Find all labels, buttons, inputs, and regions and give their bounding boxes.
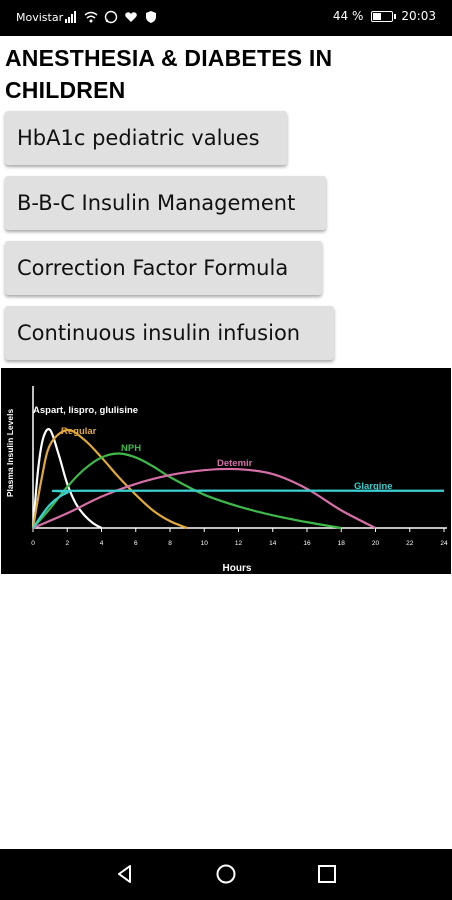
series-label-rapid: Aspart, lispro, glulisine [33, 405, 138, 416]
x-tick-label: 24 [440, 540, 448, 547]
series-line-detemir [32, 467, 377, 530]
chart-series [31, 428, 445, 530]
continuous-insulin-infusion-button[interactable]: Continuous insulin infusion [5, 306, 334, 360]
recents-icon[interactable] [316, 863, 338, 885]
heart-icon [125, 12, 137, 22]
insulin-profile-chart: 0 2 4 6 8 10 12 14 16 18 20 22 24 Plasma Insulin Lev… [1, 368, 451, 574]
x-axis-label: Hours [223, 563, 252, 574]
x-tick-label: 10 [201, 540, 209, 547]
status-bar: Movistar 44 % 20:03 [0, 0, 452, 36]
battery-icon [371, 10, 397, 22]
x-tick-label: 0 [31, 540, 35, 547]
clock: 20:03 [401, 9, 436, 23]
carrier-name: Movistar [16, 11, 64, 24]
x-ticks: 0 2 4 6 8 10 12 14 16 18 20 22 24 [31, 528, 448, 547]
x-tick-label: 14 [269, 540, 277, 547]
y-axis-label: Plasma Insulin Levels [5, 409, 15, 498]
battery-percent: 44 % [332, 9, 364, 23]
bbc-insulin-management-button[interactable]: B-B-C Insulin Management [5, 176, 326, 230]
battery-fill [373, 12, 381, 20]
x-tick-label: 16 [303, 540, 311, 547]
series-line-nph [32, 452, 342, 530]
shield-icon [146, 11, 156, 23]
series-label-glargine: Glargine [354, 481, 393, 492]
status-icons-left [64, 8, 158, 26]
series-label-detemir: Detemir [217, 458, 253, 469]
signal-icon [65, 11, 76, 23]
correction-factor-formula-button[interactable]: Correction Factor Formula [5, 241, 322, 295]
x-tick-label: 8 [168, 540, 172, 547]
whatsapp-icon [104, 10, 118, 24]
hba1c-pediatric-values-button[interactable]: HbA1c pediatric values [5, 111, 287, 165]
x-tick-label: 6 [134, 540, 138, 547]
series-label-nph: NPH [121, 443, 141, 454]
series-line-rapid [31, 428, 103, 529]
x-tick-label: 18 [338, 540, 346, 547]
x-tick-label: 12 [235, 540, 243, 547]
back-icon[interactable] [114, 863, 136, 885]
wifi-icon [84, 11, 98, 23]
x-tick-label: 20 [372, 540, 380, 547]
page-title: ANESTHESIA & DIABETES IN CHILDREN [5, 45, 333, 103]
navigation-bar [0, 849, 452, 900]
series-label-regular: Regular [61, 426, 97, 437]
series-line-glargine [32, 489, 445, 529]
x-tick-label: 4 [100, 540, 104, 547]
x-tick-label: 22 [406, 540, 414, 547]
status-right: 44 % 20:03 [333, 9, 436, 23]
home-icon[interactable] [215, 863, 237, 885]
x-tick-label: 2 [65, 540, 69, 547]
